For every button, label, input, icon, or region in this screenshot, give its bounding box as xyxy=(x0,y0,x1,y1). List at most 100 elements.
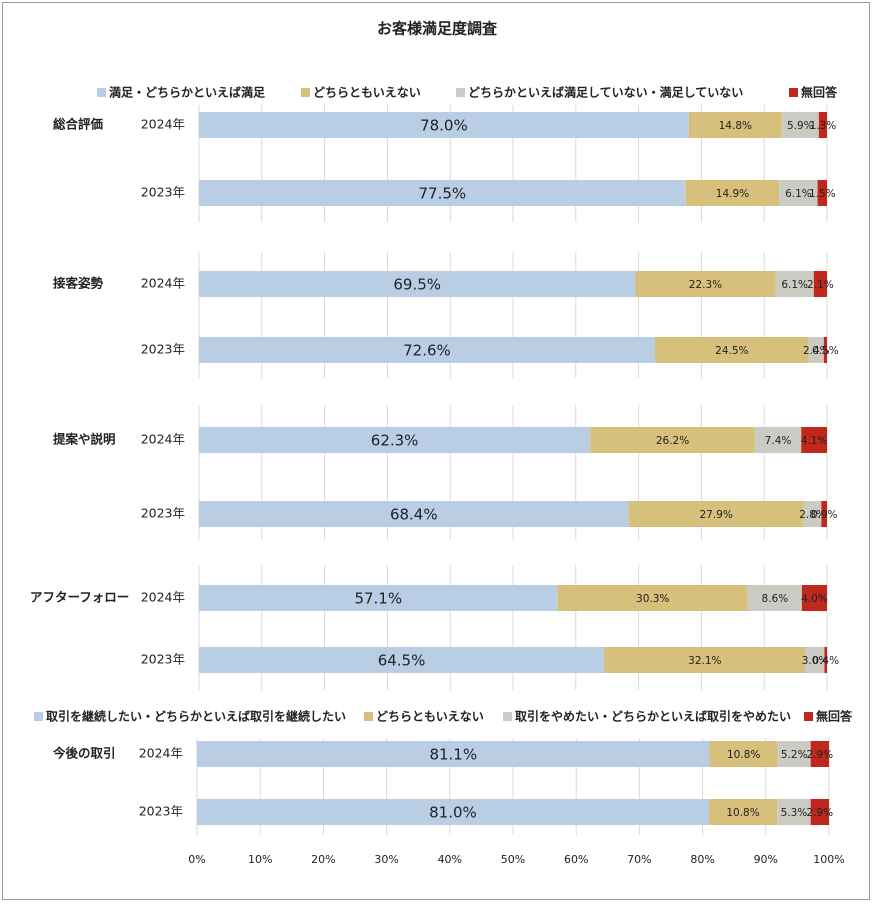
value-label: 32.1% xyxy=(688,655,721,667)
legend-label: どちらともいえない xyxy=(313,86,421,100)
value-label: 78.0% xyxy=(420,117,468,135)
value-label: 26.2% xyxy=(656,435,689,447)
x-tick-label: 20% xyxy=(311,853,335,866)
bar-segment xyxy=(654,337,809,363)
bar-segment xyxy=(199,647,605,673)
value-label: 0.9% xyxy=(811,509,838,521)
legend-swatch xyxy=(789,88,798,97)
bar-segment xyxy=(197,741,710,767)
bar-segment xyxy=(777,799,811,825)
y-tick-label: 2024年 xyxy=(141,432,185,447)
y-tick-label: 2024年 xyxy=(139,746,183,761)
bar-segment xyxy=(199,337,655,363)
chart-title: お客様満足度調査 xyxy=(377,20,498,38)
value-label: 7.4% xyxy=(765,435,792,447)
y-tick-label: 2024年 xyxy=(141,590,185,605)
value-label: 3.0% xyxy=(802,655,829,667)
value-label: 68.4% xyxy=(390,506,438,524)
legend-swatch xyxy=(97,88,106,97)
bar-segment xyxy=(781,112,819,138)
value-label: 2.9% xyxy=(806,749,833,761)
bar-segment xyxy=(775,271,814,297)
legend-swatch xyxy=(503,712,512,721)
x-tick-label: 80% xyxy=(690,853,714,866)
legend-label: どちらかといえば満足していない・満足していない xyxy=(468,85,743,100)
value-label: 1.3% xyxy=(810,120,837,132)
legend-label: どちらともいえない xyxy=(376,710,484,724)
legend-swatch xyxy=(804,712,813,721)
x-tick-label: 100% xyxy=(813,853,844,866)
legend-swatch xyxy=(456,88,465,97)
value-label: 14.8% xyxy=(719,120,752,132)
value-label: 77.5% xyxy=(419,185,467,203)
bar-segment xyxy=(808,337,824,363)
y-tick-label: 2023年 xyxy=(141,342,185,357)
bar-segment xyxy=(821,501,827,527)
bar-segment xyxy=(810,741,829,767)
bar-segment xyxy=(817,180,827,206)
bar-segment xyxy=(709,741,778,767)
bar-segment xyxy=(199,112,689,138)
bar-segment xyxy=(818,112,827,138)
value-label: 1.5% xyxy=(809,188,836,200)
bar-segment xyxy=(824,647,827,673)
bar-segment xyxy=(801,585,827,611)
group-label: 接客姿勢 xyxy=(53,276,104,291)
value-label: 0.4% xyxy=(812,655,839,667)
legend-label: 取引をやめたい・どちらかといえば取引をやめたい xyxy=(515,709,791,724)
value-label: 0.5% xyxy=(812,345,839,357)
value-label: 5.9% xyxy=(787,120,814,132)
value-label: 14.9% xyxy=(716,188,749,200)
value-label: 8.6% xyxy=(762,593,789,605)
legend-swatch xyxy=(364,712,373,721)
bar-segment xyxy=(199,501,629,527)
y-tick-label: 2023年 xyxy=(141,506,185,521)
bar-segment xyxy=(199,585,558,611)
y-tick-label: 2024年 xyxy=(141,276,185,291)
x-tick-label: 70% xyxy=(627,853,651,866)
value-label: 62.3% xyxy=(371,432,419,450)
bar-segment xyxy=(708,799,778,825)
legend-swatch xyxy=(34,712,43,721)
value-label: 24.5% xyxy=(715,345,748,357)
group-label: 今後の取引 xyxy=(52,746,116,761)
y-tick-label: 2023年 xyxy=(141,652,185,667)
y-tick-label: 2023年 xyxy=(139,804,183,819)
legend-swatch xyxy=(301,88,310,97)
value-label: 5.2% xyxy=(781,749,808,761)
bar-segment xyxy=(747,585,802,611)
bar-segment xyxy=(810,799,829,825)
bar-segment xyxy=(813,271,827,297)
bar-segment xyxy=(685,180,780,206)
value-label: 5.3% xyxy=(781,807,808,819)
bar-segment xyxy=(779,180,818,206)
value-label: 4.1% xyxy=(801,435,828,447)
value-label: 4.0% xyxy=(801,593,828,605)
value-label: 69.5% xyxy=(393,276,441,294)
value-label: 57.1% xyxy=(354,590,402,608)
value-label: 2.1% xyxy=(807,279,834,291)
bar-segment xyxy=(688,112,782,138)
bar-segment xyxy=(801,427,827,453)
x-tick-label: 90% xyxy=(754,853,778,866)
x-tick-label: 60% xyxy=(564,853,588,866)
group-label: 総合評価 xyxy=(53,117,104,132)
legend-label: 無回答 xyxy=(816,709,853,724)
bar-segment xyxy=(557,585,748,611)
bar-segment xyxy=(805,647,825,673)
value-label: 27.9% xyxy=(699,509,732,521)
bar-segment xyxy=(777,741,811,767)
value-label: 81.1% xyxy=(429,746,477,764)
value-label: 6.1% xyxy=(785,188,812,200)
bar-segment xyxy=(823,337,827,363)
group-label: アフターフォロー xyxy=(30,590,129,605)
bar-segment xyxy=(590,427,755,453)
value-label: 6.1% xyxy=(781,279,808,291)
value-label: 10.8% xyxy=(727,749,760,761)
bar-segment xyxy=(635,271,776,297)
bar-segment xyxy=(197,799,709,825)
value-label: 81.0% xyxy=(429,804,477,822)
x-tick-label: 30% xyxy=(374,853,398,866)
value-label: 30.3% xyxy=(636,593,669,605)
